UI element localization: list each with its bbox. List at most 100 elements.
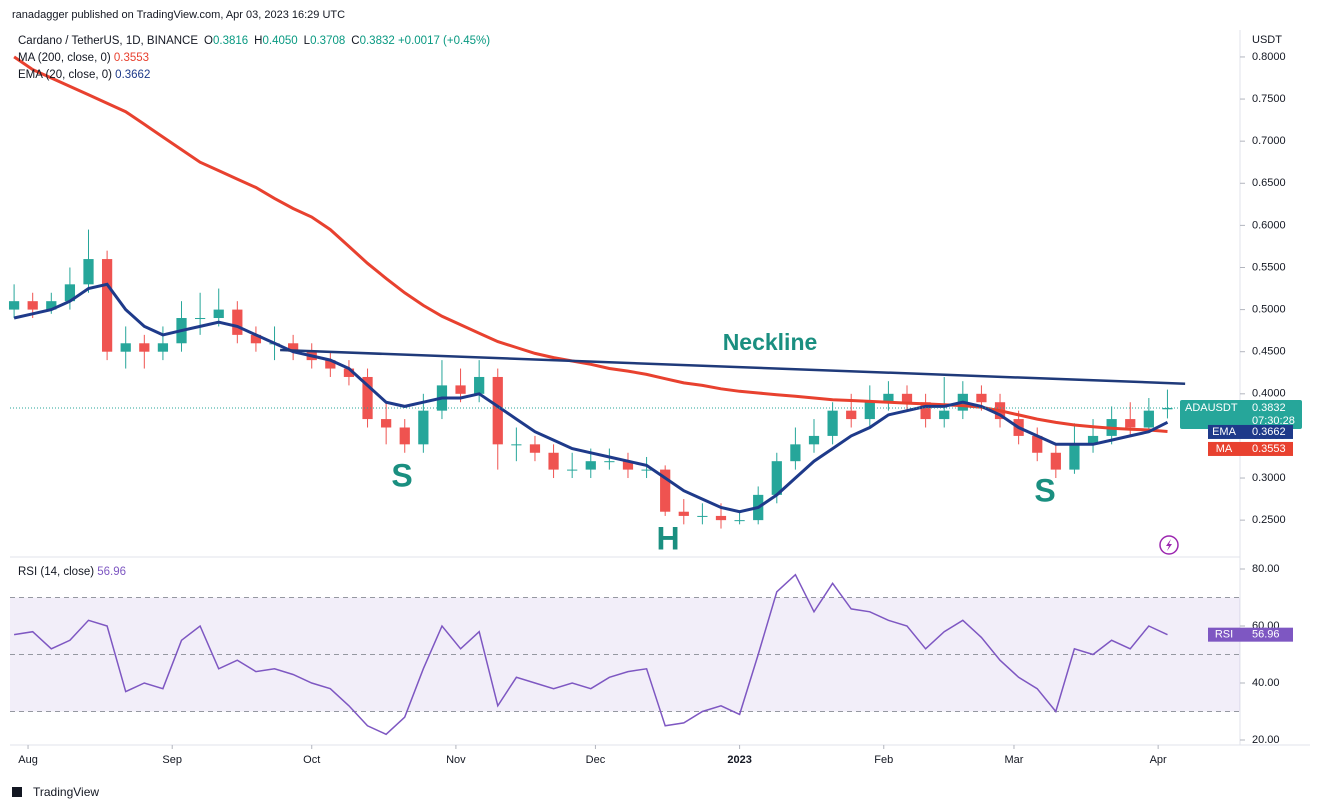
ohlc-key: O [204, 35, 213, 47]
y-tick-label: 0.6500 [1252, 177, 1286, 189]
rsi-legend: RSI (14, close) 56.96 [18, 566, 126, 578]
price-tag-countdown: 07:30:28 [1252, 415, 1295, 427]
ema-value: 0.3662 [115, 69, 151, 81]
candle-body [399, 427, 410, 445]
candle-body [511, 444, 522, 446]
x-tick-label: Dec [586, 754, 606, 766]
ohlc-value: 0.3832 [359, 35, 395, 47]
candle-body [8, 301, 20, 310]
candle-body [250, 334, 262, 344]
currency: USDT [1252, 34, 1282, 46]
y-tick-label: 0.8000 [1252, 51, 1286, 63]
ohlc-key: H [254, 35, 263, 47]
price-tag-symbol: ADAUSDT [1185, 402, 1238, 414]
pattern-label: H [656, 520, 679, 556]
candle-body [1162, 407, 1173, 410]
candle-body [864, 402, 875, 420]
footer-brand: TradingView [33, 785, 99, 799]
ma-tag-value-bg [1240, 441, 1293, 456]
rsi-tick-label: 80.00 [1252, 563, 1280, 575]
ma-tag-value: 0.3553 [1252, 443, 1286, 455]
y-tick-label: 0.3000 [1252, 472, 1286, 484]
neckline [280, 348, 1186, 385]
candle-body [622, 461, 634, 470]
candle-body [195, 318, 206, 320]
candle-body [1125, 419, 1136, 428]
x-tick-label: Oct [303, 754, 320, 766]
candle-body [455, 385, 466, 394]
x-tick-label: Sep [162, 754, 182, 766]
ma-legend: MA (200, close, 0) 0.3553 [18, 52, 149, 64]
candle-body [83, 259, 94, 285]
ema-tag-label-bg [1208, 424, 1240, 439]
ma-value: 0.3553 [113, 52, 150, 64]
candle-body [46, 301, 57, 310]
candle-body [288, 343, 299, 352]
candle-body [1050, 452, 1061, 470]
y-tick-label: 0.4500 [1252, 346, 1286, 358]
candle-body [901, 393, 913, 403]
candle-body [529, 444, 541, 453]
ema-tag-value: 0.3662 [1252, 426, 1286, 438]
ohlc-value: 0.3708 [310, 35, 346, 47]
candle-body [492, 376, 503, 445]
candle-body [771, 461, 782, 495]
candle-body [939, 410, 950, 420]
candle-body [381, 419, 392, 428]
candle-body [660, 469, 671, 512]
rsi-tick-label: 20.00 [1252, 734, 1280, 746]
ohlc-key: L [303, 35, 311, 47]
pattern-label: S [1034, 472, 1055, 508]
candle-body [846, 410, 857, 420]
symbol-legend: Cardano / TetherUS, 1D, BINANCE O0.3816 H0… [18, 35, 490, 47]
x-tick-label: Feb [874, 754, 893, 766]
candle-body [1143, 410, 1154, 428]
rsi-tag-label: RSI [1215, 629, 1233, 641]
y-tick-label: 0.5000 [1252, 304, 1286, 316]
rsi-line [13, 573, 1168, 736]
x-tick-label: Mar [1005, 754, 1024, 766]
rsi-tick-label: 40.00 [1252, 677, 1280, 689]
x-tick-label: Nov [446, 754, 466, 766]
candle-body [604, 461, 615, 463]
y-tick-label: 0.4000 [1252, 388, 1286, 400]
candle-body [64, 284, 76, 302]
ohlc-value: 0.3816 [212, 35, 249, 47]
y-tick-label: 0.5500 [1252, 261, 1286, 273]
candle-body [920, 402, 931, 420]
candle-body [232, 309, 243, 335]
y-tick-label: 0.7000 [1252, 135, 1286, 147]
candle-body [213, 309, 224, 319]
candle-body [808, 435, 820, 445]
candle-body [976, 393, 987, 403]
ma-tag-label: MA [1216, 443, 1233, 455]
ohlc-value: 0.4050 [262, 35, 298, 47]
candle-body [734, 520, 745, 522]
candle-body [715, 515, 727, 521]
candle-body [883, 393, 894, 403]
ma-name: MA (200, close, 0) [18, 52, 111, 64]
rsi-tag-label-bg [1208, 627, 1240, 642]
candle-body [585, 461, 596, 470]
rsi-tag-value: 56.96 [1252, 629, 1280, 641]
price-tag-value: 0.3832 [1252, 402, 1286, 414]
rsi-value: 56.96 [97, 566, 127, 578]
ema-tag-label: EMA [1212, 426, 1237, 438]
ma-tag-label-bg [1208, 441, 1240, 456]
candle-body [343, 368, 355, 377]
candle-body [120, 343, 131, 352]
ema-name: EMA (20, close, 0) [18, 69, 112, 81]
candle-body [362, 376, 373, 420]
pattern-label: S [391, 457, 412, 493]
candle-body [325, 360, 336, 369]
rsi-name: RSI (14, close) [18, 566, 95, 578]
ohlc: O0.3816 H0.4050 L0.3708 C0.3832 [198, 35, 395, 47]
alert-icon [1159, 535, 1179, 555]
y-tick-label: 0.2500 [1252, 514, 1286, 526]
ohlc-key: C [351, 35, 360, 47]
ema-tag-value-bg [1240, 424, 1293, 439]
alert-bolt [1166, 539, 1172, 551]
candle-body [678, 511, 689, 516]
